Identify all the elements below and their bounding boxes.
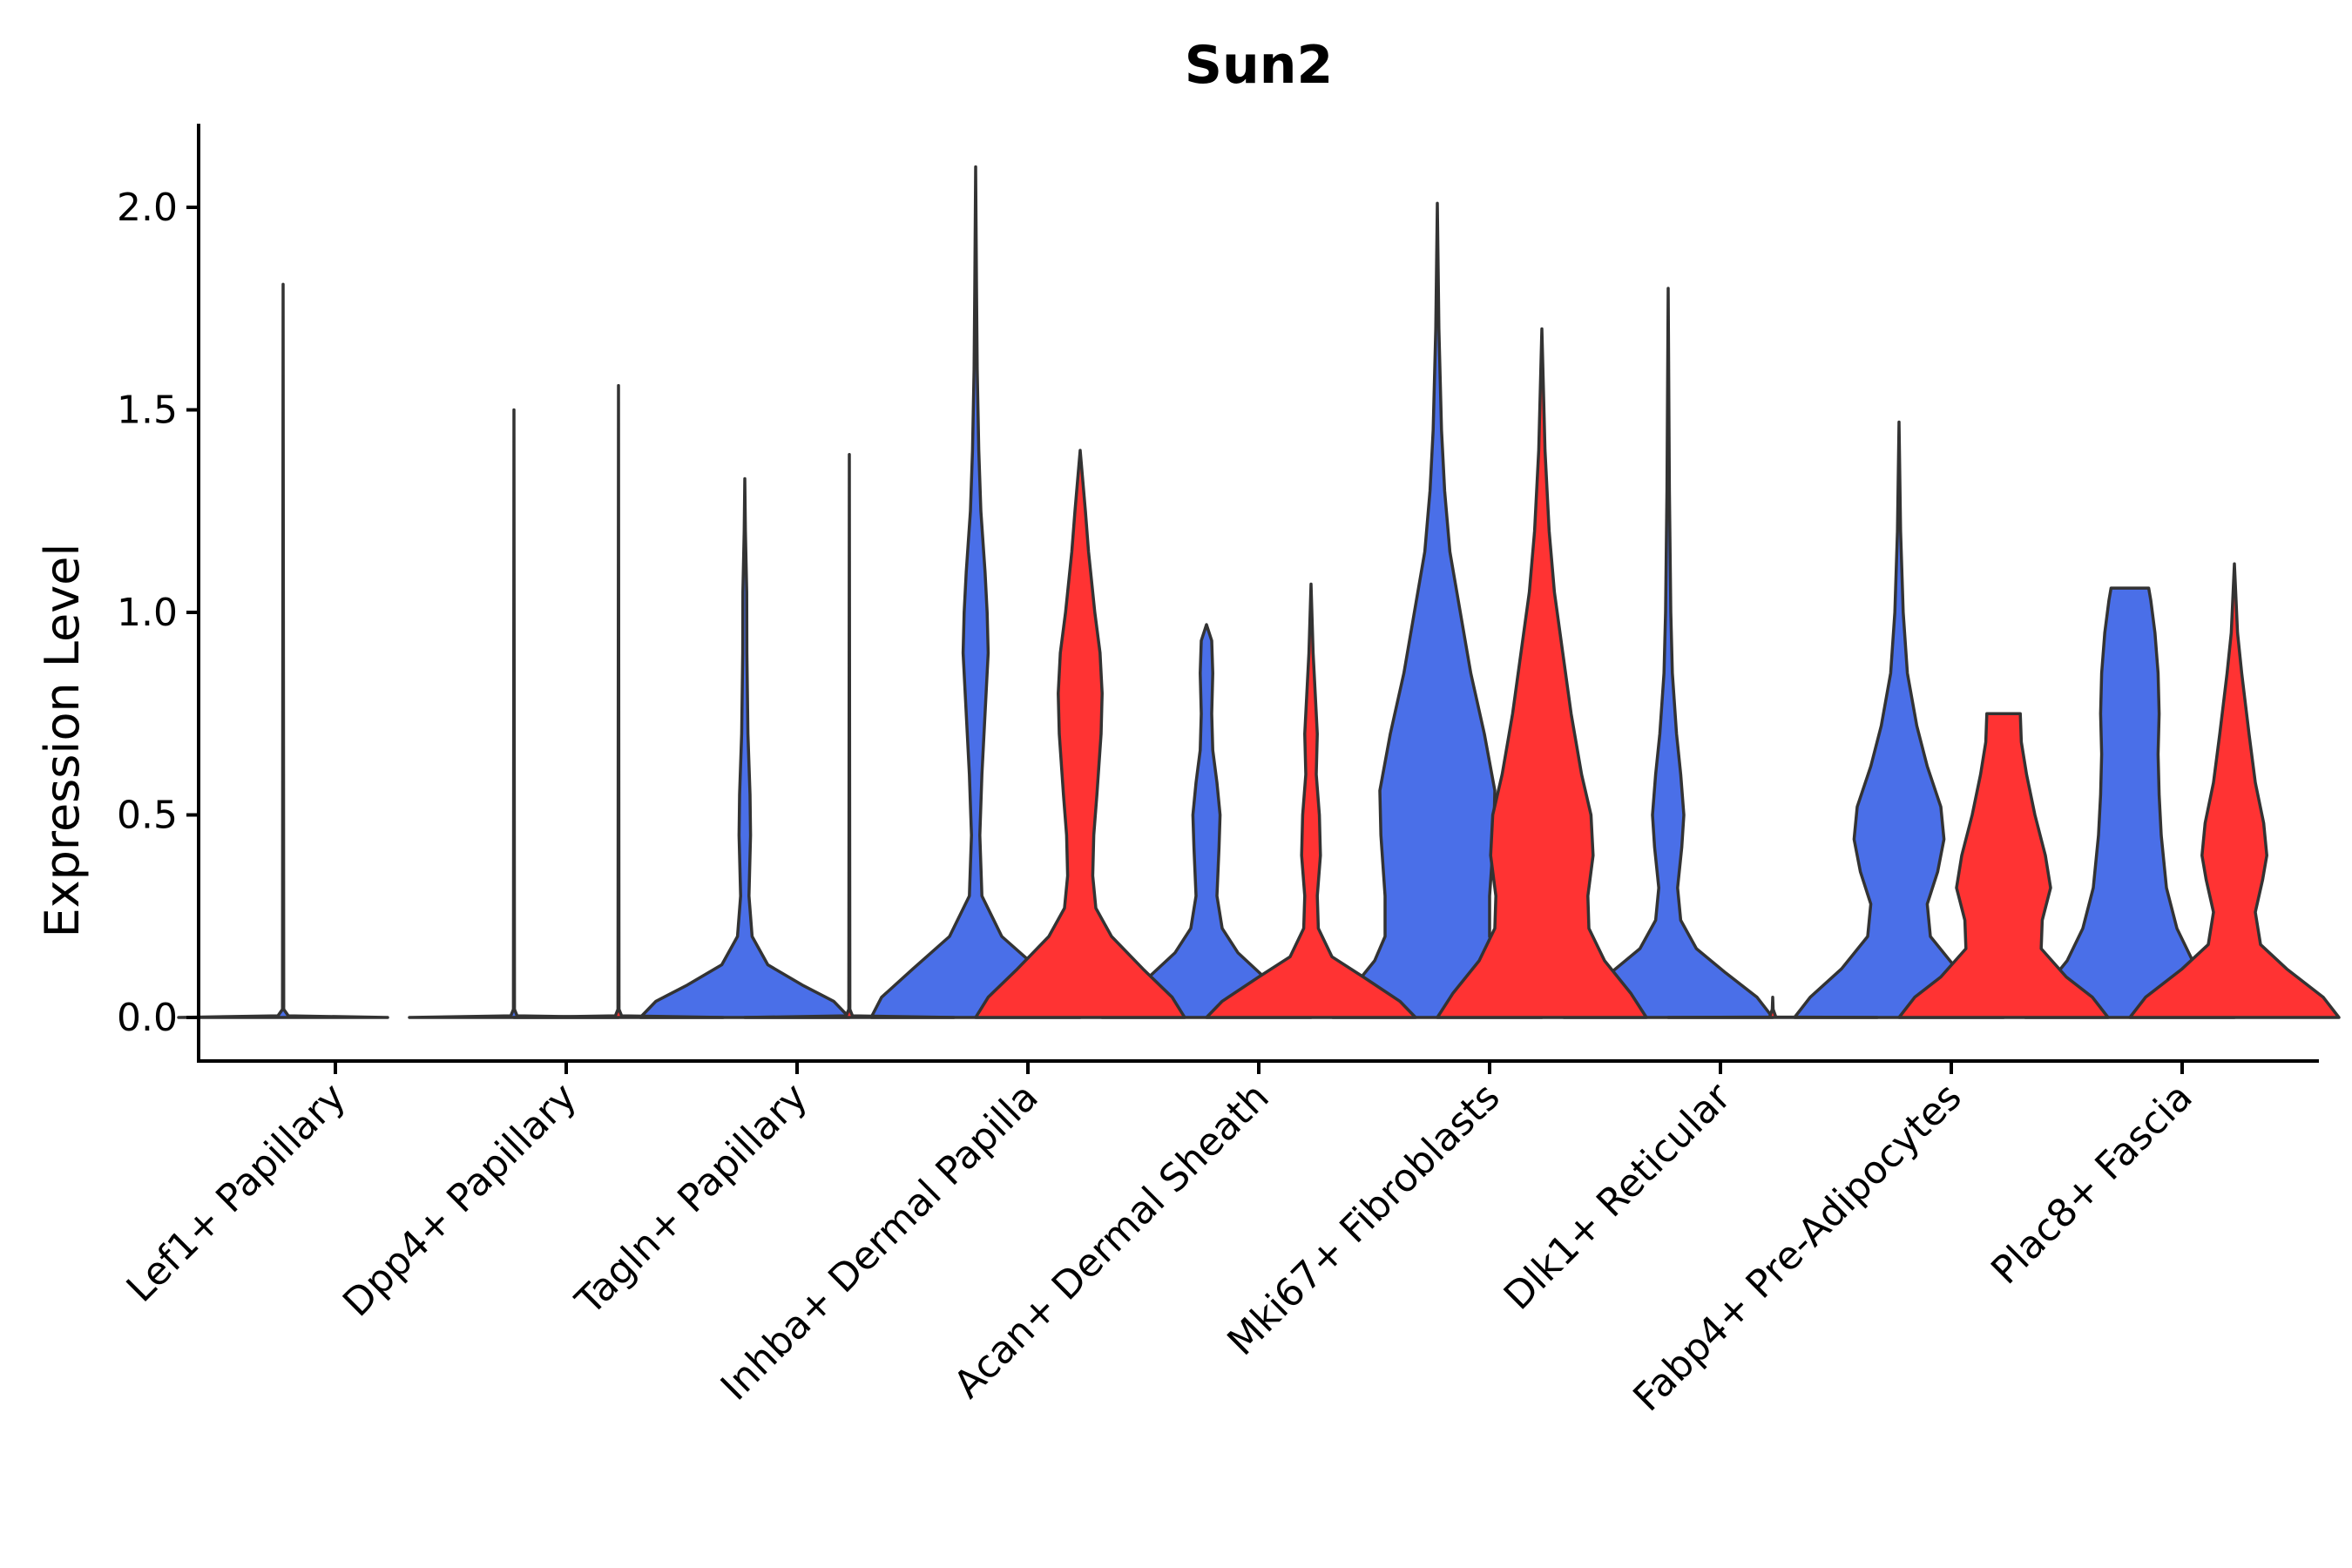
violin-2-5 [1205,582,1417,1019]
y-tick-label: 1.5 [117,389,178,433]
violin-2-8 [1897,712,2110,1019]
x-tick-label: Dpp4+ Papillary [335,1075,585,1326]
y-tick-label: 1.0 [117,591,178,635]
chart-title: Sun2 [1185,35,1333,96]
violin-2-4 [974,449,1186,1019]
y-tick-label: 2.0 [117,186,178,230]
y-tick-label: 0.5 [117,794,178,838]
x-tick-label: Lef1+ Papillary [118,1075,355,1311]
y-axis-label: Expression Level [35,544,90,938]
violin-1-9 [2024,586,2236,1019]
violin-2-2 [512,383,725,1019]
violin-1-4 [869,165,1082,1019]
x-tick-label: Dlk1+ Reticular [1496,1074,1740,1319]
violin-2-6 [1436,327,1648,1019]
violin-2-7 [1666,996,1879,1019]
violin-1-2 [408,408,620,1019]
violin-2-3 [743,452,956,1019]
x-tick-label: Tagln+ Papillary [567,1075,816,1324]
violin-2-9 [2128,562,2341,1019]
x-tick-label: Plac8+ Fascia [1983,1075,2201,1294]
violin-1-7 [1562,287,1774,1019]
violins-group [177,165,2341,1019]
y-axis-ticks: 0.0 0.5 1.0 1.5 2.0 [117,186,199,1040]
violin-1-8 [1793,420,2005,1019]
violin-1-5 [1100,623,1313,1019]
y-tick-label: 0.0 [117,996,178,1040]
violin-1-1 [177,282,389,1019]
violin-1-3 [639,476,851,1019]
